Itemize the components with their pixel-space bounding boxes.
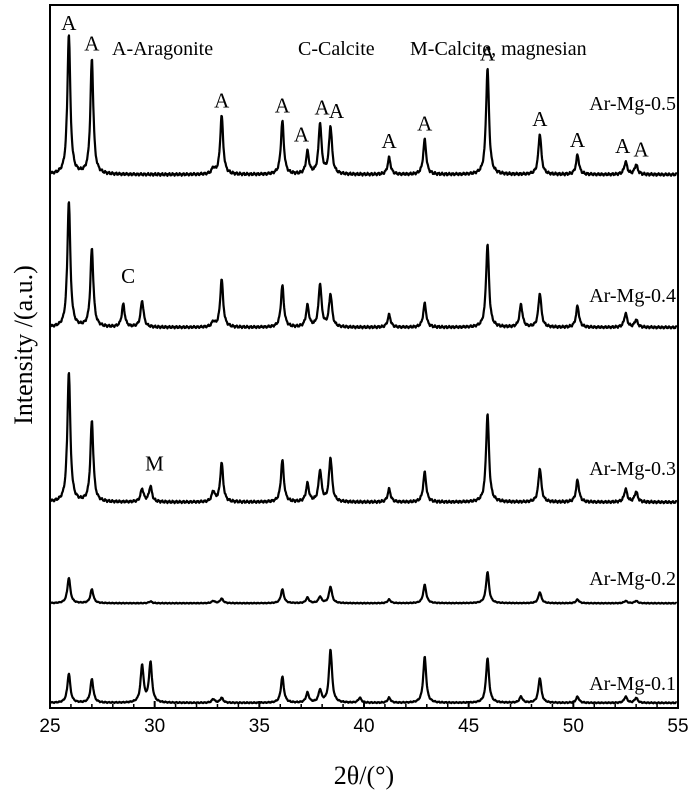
x-tick-label: 45 <box>458 716 479 737</box>
peak-label-a: A <box>570 128 586 152</box>
peak-label-a: A <box>294 122 310 146</box>
peak-label-a: A <box>382 129 398 153</box>
x-tick-label: 40 <box>353 716 374 737</box>
peak-label-a: A <box>214 88 230 112</box>
series-line-ar-mg-0.4 <box>50 201 678 330</box>
peak-label-a: A <box>480 41 496 65</box>
legend-calcite: C-Calcite <box>298 38 375 60</box>
phase-legend: A-Aragonite C-Calcite M-Calcite, magnesi… <box>112 38 587 60</box>
series-labels: Ar-Mg-0.5 Ar-Mg-0.4 Ar-Mg-0.3 Ar-Mg-0.2 Ar-M… <box>589 93 676 695</box>
series-line-ar-mg-0.3 <box>50 372 678 505</box>
peak-label-a: A <box>615 134 631 158</box>
y-axis-label: Intensity /(a.u.) <box>9 265 38 425</box>
x-axis-label: 2θ/(°) <box>334 761 394 790</box>
x-tick-label: 30 <box>144 716 165 737</box>
x-axis: 25 30 35 40 45 50 55 <box>39 701 689 737</box>
series-line-ar-mg-0.5 <box>50 34 678 177</box>
peak-label-c: C <box>121 264 135 288</box>
peak-label-a: A <box>634 138 650 162</box>
series-label-ar-mg-0.2: Ar-Mg-0.2 <box>589 568 676 590</box>
series-line-ar-mg-0.1 <box>50 648 678 705</box>
legend-aragonite: A-Aragonite <box>112 38 213 60</box>
series-label-ar-mg-0.1: Ar-Mg-0.1 <box>589 673 676 695</box>
peak-label-a: A <box>329 99 345 123</box>
series-line-ar-mg-0.2 <box>50 571 678 605</box>
peak-label-a: A <box>275 94 291 118</box>
peak-label-a: A <box>417 111 433 135</box>
peak-label-a: A <box>84 31 100 55</box>
x-tick-label: 35 <box>249 716 270 737</box>
x-tick-label: 25 <box>39 716 60 737</box>
series-label-ar-mg-0.4: Ar-Mg-0.4 <box>589 285 676 307</box>
peak-label-a: A <box>532 107 548 131</box>
x-tick-label: 50 <box>563 716 584 737</box>
legend-mg-calcite: M-Calcite, magnesian <box>410 38 587 60</box>
x-tick-label: 55 <box>667 716 688 737</box>
peak-label-a: A <box>314 96 330 120</box>
series-label-ar-mg-0.3: Ar-Mg-0.3 <box>589 458 676 480</box>
peak-label-m: M <box>145 451 164 475</box>
series-label-ar-mg-0.5: Ar-Mg-0.5 <box>589 93 676 115</box>
peak-label-a: A <box>61 11 77 35</box>
